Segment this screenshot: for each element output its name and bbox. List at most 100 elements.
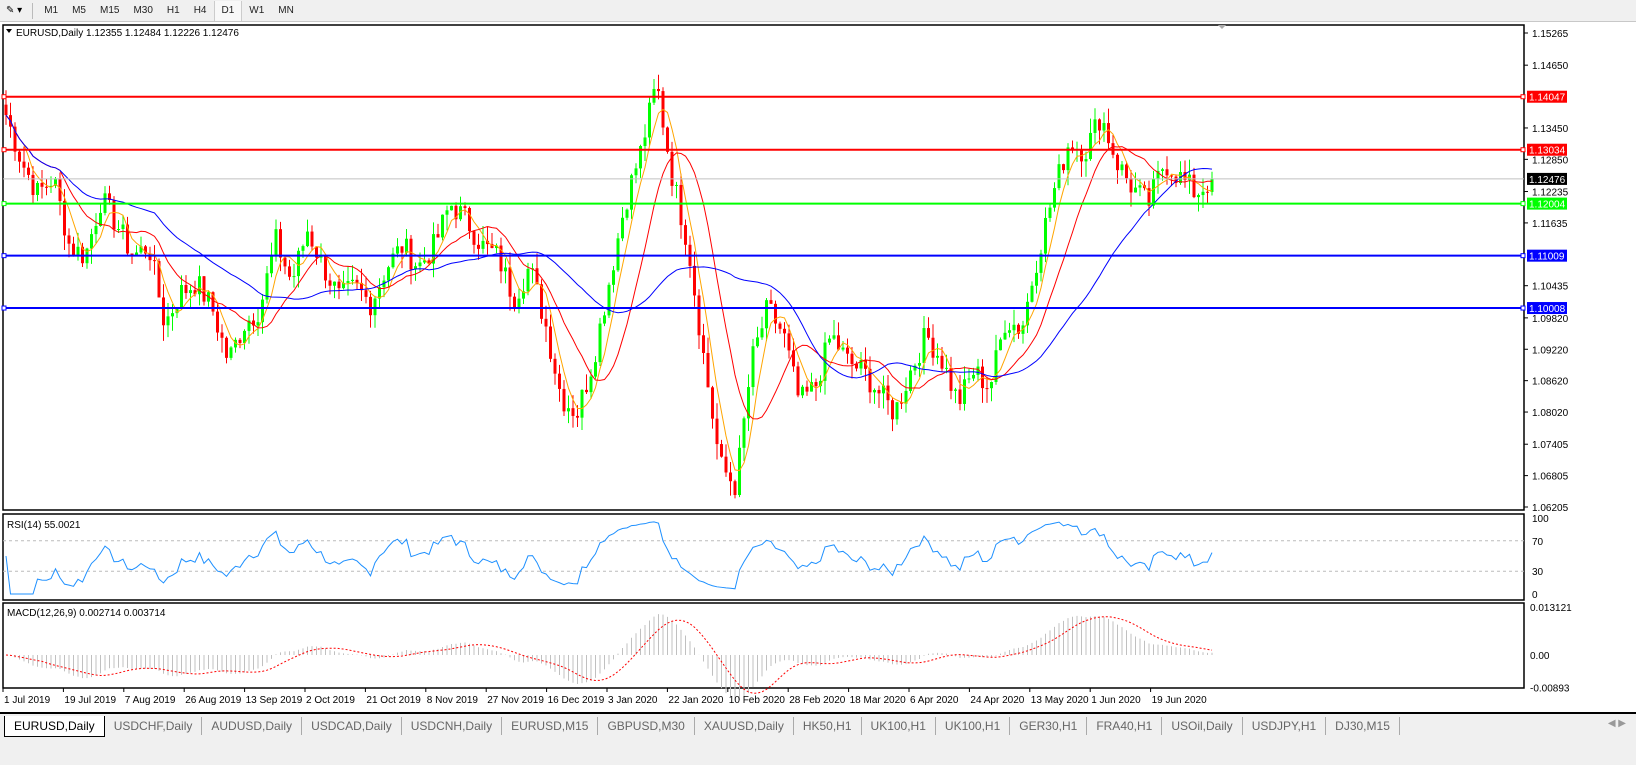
chart-tab[interactable]: EURUSD,Daily — [4, 715, 105, 737]
candle-body — [603, 315, 606, 324]
candle-body — [1093, 119, 1097, 133]
chart-tab[interactable]: UK100,H1 — [862, 717, 936, 735]
candle-body — [1030, 285, 1034, 302]
price-tick-label: 1.07405 — [1532, 440, 1569, 451]
candle-body — [792, 350, 795, 367]
candle-body — [706, 352, 710, 388]
chart-tab[interactable]: USDCHF,Daily — [105, 717, 203, 735]
timeframe-d1[interactable]: D1 — [213, 0, 243, 21]
candle-body — [774, 303, 777, 324]
candle-body — [558, 373, 561, 389]
candle-body — [301, 246, 305, 251]
candle-body — [711, 387, 714, 419]
timeframe-w1[interactable]: W1 — [249, 4, 265, 16]
rsi-label: RSI(14) 55.0021 — [7, 520, 81, 531]
candle-body — [1197, 195, 1200, 198]
timeframe-h1[interactable]: H1 — [166, 4, 180, 16]
candle-body — [490, 244, 494, 249]
candle-body — [544, 318, 548, 327]
timeframe-h4[interactable]: H4 — [193, 4, 207, 16]
chart-tab[interactable]: GER30,H1 — [1010, 717, 1088, 735]
chart-tab[interactable]: USOil,Daily — [1162, 717, 1243, 735]
candle-body — [270, 254, 273, 274]
candle-body — [31, 174, 35, 196]
candle-body — [315, 246, 318, 258]
candle-body — [900, 402, 903, 404]
candle-body — [216, 311, 219, 333]
rsi-tick-label: 30 — [1532, 567, 1544, 578]
chart-tab[interactable]: DJ30,M15 — [1326, 717, 1400, 735]
candle-body — [1174, 176, 1178, 184]
candle-body — [441, 214, 444, 238]
toolbar-separator — [32, 2, 34, 19]
chart-tab[interactable]: UK100,H1 — [936, 717, 1011, 735]
level-price-label: 1.13034 — [1529, 146, 1566, 157]
chart-tab[interactable]: USDCAD,Daily — [302, 717, 402, 735]
candle-body — [76, 246, 80, 256]
chart-window[interactable]: 1.14047 1.13034 1.12004 1.11009 1.10008 1.124… — [0, 22, 1636, 712]
timeframe-m1[interactable]: M1 — [44, 4, 59, 16]
timeframe-mn[interactable]: MN — [278, 4, 294, 16]
candle-body — [693, 265, 696, 296]
price-tick-label: 1.11635 — [1532, 219, 1568, 230]
candle-body — [733, 481, 737, 496]
candle-body — [760, 328, 764, 338]
shift-marker-icon — [1218, 25, 1226, 29]
candle-body — [1066, 147, 1070, 171]
chart-tab[interactable]: FRA40,H1 — [1087, 717, 1163, 735]
timeframe-m30[interactable]: M30 — [133, 4, 153, 16]
candle-body — [193, 290, 197, 295]
tab-scroll-arrows[interactable]: ◀ ▶ — [1607, 718, 1626, 729]
candle-body — [63, 200, 66, 236]
candle-body — [1003, 332, 1007, 340]
candle-body — [288, 266, 291, 277]
timeframe-m15[interactable]: M15 — [100, 4, 120, 16]
candle-body — [1053, 188, 1056, 208]
candle-body — [873, 389, 876, 393]
candle-body — [850, 353, 854, 364]
candle-body — [450, 205, 453, 211]
candle-body — [346, 281, 350, 283]
candle-body — [949, 367, 953, 391]
candle-body — [1183, 172, 1187, 181]
chart-tab[interactable]: HK50,H1 — [794, 717, 862, 735]
candle-body — [1107, 123, 1110, 144]
candle-body — [1165, 169, 1169, 176]
chart-tab[interactable]: USDJPY,H1 — [1243, 717, 1327, 735]
candle-body — [634, 168, 638, 176]
timeframe-m5[interactable]: M5 — [72, 4, 86, 16]
candle-body — [1044, 217, 1047, 254]
candle-body — [1201, 191, 1205, 196]
candle-body — [414, 266, 417, 270]
date-label: 19 Jul 2019 — [64, 695, 116, 706]
date-label: 22 Jan 2020 — [668, 695, 723, 706]
main-pane — [2, 24, 1525, 511]
candle-body — [1084, 159, 1088, 162]
chart-tab[interactable]: USDCNH,Daily — [402, 717, 503, 735]
candle-body — [769, 300, 773, 304]
candle-body — [265, 273, 269, 300]
date-label: 1 Jul 2019 — [4, 695, 51, 706]
date-label: 26 Aug 2019 — [185, 695, 242, 706]
candle-body — [585, 389, 588, 393]
candle-body — [247, 320, 251, 331]
chart-tab[interactable]: XAUUSD,Daily — [695, 717, 794, 735]
candle-body — [333, 281, 336, 286]
candle-body — [175, 308, 179, 314]
candle-body — [567, 408, 570, 412]
candle-body — [549, 326, 552, 359]
chart-tab[interactable]: AUDUSD,Daily — [202, 717, 303, 735]
date-label: 24 Apr 2020 — [970, 695, 1024, 706]
chart-tab[interactable]: GBPUSD,M30 — [598, 717, 695, 735]
drawing-tool-dropdown[interactable]: ✎ ▾ — [6, 5, 23, 16]
candle-body — [445, 210, 449, 215]
date-label: 18 Mar 2020 — [850, 695, 907, 706]
candle-body — [94, 225, 98, 235]
candle-body — [958, 389, 962, 404]
level-handle — [1, 147, 7, 153]
rsi-tick-label: 100 — [1532, 514, 1549, 525]
chart-tab[interactable]: EURUSD,M15 — [502, 717, 599, 735]
candle-body — [639, 146, 642, 169]
candle-body — [99, 212, 102, 226]
candle-body — [499, 245, 503, 272]
